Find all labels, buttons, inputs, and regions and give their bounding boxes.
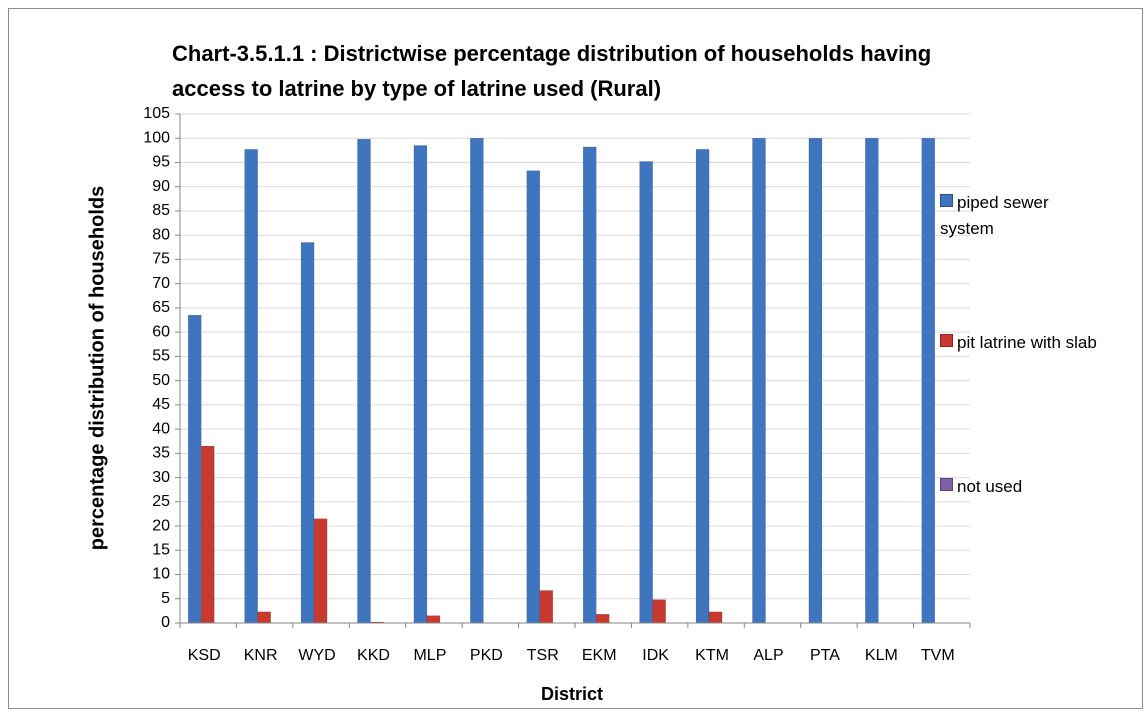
y-tick-label: 45 xyxy=(152,396,170,413)
y-tick-label: 40 xyxy=(152,420,170,437)
y-axis-label: percentage distribution of households xyxy=(86,186,108,550)
bar xyxy=(752,137,766,624)
bar xyxy=(582,146,597,624)
bar xyxy=(652,599,666,624)
y-tick-label: 75 xyxy=(152,251,170,268)
x-tick-label: PTA xyxy=(810,647,840,664)
y-tick-label: 105 xyxy=(143,105,170,122)
bar xyxy=(595,614,610,624)
bar xyxy=(865,137,879,624)
legend-label: pit latrine with slab xyxy=(957,333,1097,352)
bar xyxy=(413,145,428,624)
x-tick-label: KKD xyxy=(357,647,390,664)
y-tick-label: 80 xyxy=(152,226,170,243)
x-tick-label: KNR xyxy=(244,647,278,664)
y-tick-label: 35 xyxy=(152,445,170,462)
y-tick-label: 100 xyxy=(143,129,170,146)
y-tick-label: 0 xyxy=(161,614,170,631)
y-tick-label: 55 xyxy=(152,348,170,365)
legend-swatch xyxy=(940,194,953,207)
y-tick-label: 20 xyxy=(152,517,170,534)
bar xyxy=(244,149,258,624)
y-tick-label: 65 xyxy=(152,299,170,316)
legend-item: pit latrine with slab xyxy=(940,330,1115,356)
x-tick-label: WYD xyxy=(298,647,335,664)
bar xyxy=(708,611,723,624)
y-tick-label: 5 xyxy=(161,590,170,607)
y-tick-label: 10 xyxy=(152,566,170,583)
bar xyxy=(300,242,315,624)
x-tick-label: IDK xyxy=(642,647,669,664)
x-tick-label: KSD xyxy=(188,647,221,664)
y-tick-label: 90 xyxy=(152,178,170,195)
x-tick-label: EKM xyxy=(582,647,617,664)
legend-swatch xyxy=(940,334,953,347)
y-tick-label: 60 xyxy=(152,323,170,340)
bar xyxy=(921,137,936,624)
bar xyxy=(470,137,484,624)
chart-title: Chart-3.5.1.1 : Districtwise percentage … xyxy=(172,41,932,101)
legend-swatch xyxy=(940,478,953,491)
bar xyxy=(200,445,215,624)
bar xyxy=(695,149,710,624)
x-tick-label: KLM xyxy=(865,647,898,664)
x-axis-label: District xyxy=(541,684,603,704)
x-tick-label: MLP xyxy=(413,647,446,664)
bar xyxy=(539,590,554,624)
legend-item: piped sewer system xyxy=(940,190,1070,242)
x-tick-label: TSR xyxy=(527,647,559,664)
bar xyxy=(526,170,541,624)
bar xyxy=(639,161,653,624)
y-tick-label: 25 xyxy=(152,493,170,510)
x-tick-label: ALP xyxy=(753,647,783,664)
bar xyxy=(357,138,371,624)
bar xyxy=(257,611,271,624)
x-tick-label: KTM xyxy=(695,647,729,664)
bar xyxy=(426,615,441,624)
bar xyxy=(313,518,328,624)
x-tick-label: TVM xyxy=(921,647,955,664)
bar xyxy=(187,314,202,624)
bar xyxy=(808,137,823,624)
y-tick-label: 30 xyxy=(152,469,170,486)
y-tick-label: 15 xyxy=(152,542,170,559)
legend-label: not used xyxy=(957,477,1023,496)
y-tick-label: 70 xyxy=(152,275,170,292)
y-tick-label: 95 xyxy=(152,154,170,171)
x-tick-label: PKD xyxy=(470,647,503,664)
y-tick-label: 50 xyxy=(152,372,170,389)
legend-item: not used xyxy=(940,474,1140,500)
y-tick-label: 85 xyxy=(152,202,170,219)
legend-label: piped sewer system xyxy=(940,193,1049,238)
